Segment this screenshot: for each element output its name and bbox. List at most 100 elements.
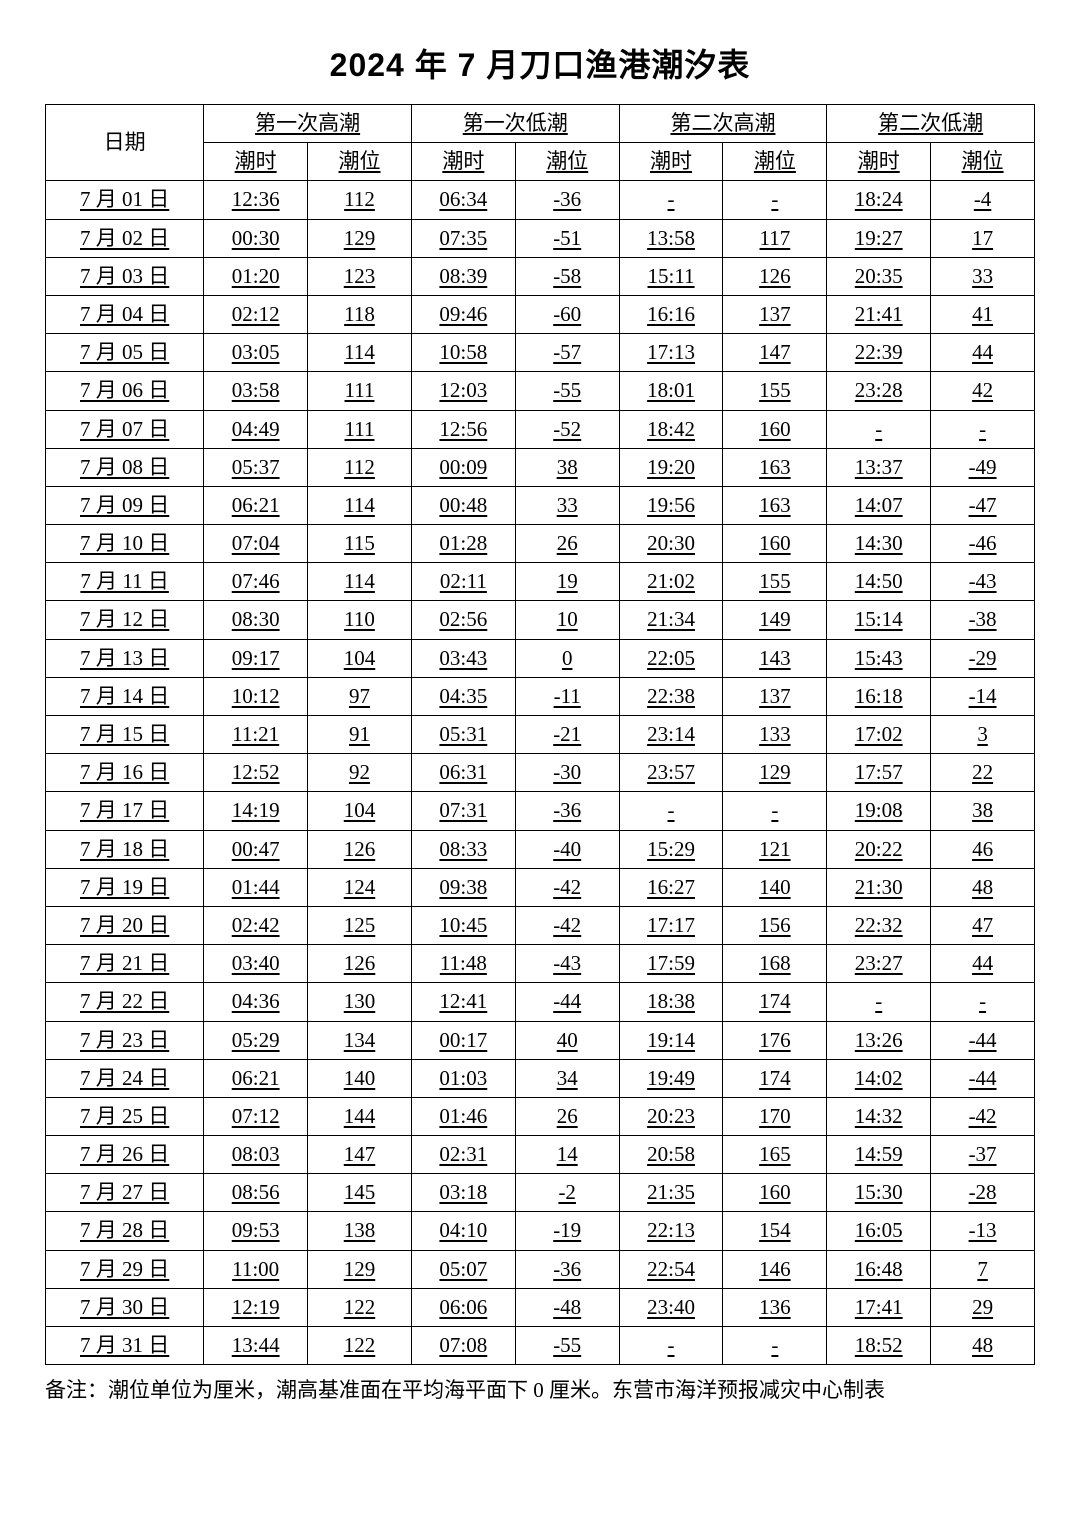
cell-l1t: 06:06 <box>411 1288 515 1326</box>
cell-h1l: 129 <box>308 1250 412 1288</box>
table-row: 7 月 21 日03:4012611:48-4317:5916823:2744 <box>46 945 1035 983</box>
cell-l1t: 07:08 <box>411 1327 515 1365</box>
cell-h2l: 129 <box>723 754 827 792</box>
cell-h2l: 163 <box>723 448 827 486</box>
cell-l2l: 48 <box>931 868 1035 906</box>
cell-h1t: 04:49 <box>204 410 308 448</box>
cell-date: 7 月 21 日 <box>46 945 204 983</box>
cell-l1l: -48 <box>515 1288 619 1326</box>
cell-h1l: 114 <box>308 334 412 372</box>
cell-h2l: 163 <box>723 486 827 524</box>
cell-h2l: 147 <box>723 334 827 372</box>
cell-date: 7 月 27 日 <box>46 1174 204 1212</box>
cell-h2l: 137 <box>723 677 827 715</box>
cell-l1l: -60 <box>515 295 619 333</box>
cell-l2t: 20:35 <box>827 257 931 295</box>
cell-l1l: 14 <box>515 1136 619 1174</box>
cell-l1l: -42 <box>515 906 619 944</box>
cell-l1l: -19 <box>515 1212 619 1250</box>
cell-l1t: 06:34 <box>411 181 515 219</box>
cell-l1t: 04:10 <box>411 1212 515 1250</box>
cell-l2l: 48 <box>931 1327 1035 1365</box>
cell-h1t: 10:12 <box>204 677 308 715</box>
cell-h2t: 16:27 <box>619 868 723 906</box>
cell-h2t: 13:58 <box>619 219 723 257</box>
cell-date: 7 月 16 日 <box>46 754 204 792</box>
cell-l2l: -37 <box>931 1136 1035 1174</box>
cell-date: 7 月 26 日 <box>46 1136 204 1174</box>
cell-l1t: 10:45 <box>411 906 515 944</box>
cell-l2l: -46 <box>931 525 1035 563</box>
cell-h1l: 145 <box>308 1174 412 1212</box>
cell-l2t: 17:02 <box>827 716 931 754</box>
cell-h1t: 12:19 <box>204 1288 308 1326</box>
col-sub-time: 潮时 <box>204 143 308 181</box>
table-row: 7 月 19 日01:4412409:38-4216:2714021:3048 <box>46 868 1035 906</box>
cell-h1l: 125 <box>308 906 412 944</box>
cell-l2l: 46 <box>931 830 1035 868</box>
cell-l2t: 22:32 <box>827 906 931 944</box>
table-row: 7 月 05 日03:0511410:58-5717:1314722:3944 <box>46 334 1035 372</box>
col-sub-level: 潮位 <box>723 143 827 181</box>
cell-h1l: 115 <box>308 525 412 563</box>
cell-l2l: - <box>931 983 1035 1021</box>
cell-l1t: 03:18 <box>411 1174 515 1212</box>
cell-h1l: 111 <box>308 410 412 448</box>
cell-h1t: 03:58 <box>204 372 308 410</box>
cell-l2t: 14:32 <box>827 1097 931 1135</box>
cell-h2t: 19:14 <box>619 1021 723 1059</box>
cell-h1l: 118 <box>308 295 412 333</box>
cell-l1t: 11:48 <box>411 945 515 983</box>
col-group-0: 第一次高潮 <box>204 105 412 143</box>
cell-l1t: 03:43 <box>411 639 515 677</box>
cell-date: 7 月 04 日 <box>46 295 204 333</box>
cell-l2l: 22 <box>931 754 1035 792</box>
cell-h2t: 21:34 <box>619 601 723 639</box>
cell-h1l: 104 <box>308 792 412 830</box>
cell-l2t: 18:52 <box>827 1327 931 1365</box>
table-head: 日期 第一次高潮 第一次低潮 第二次高潮 第二次低潮 潮时 潮位 潮时 潮位 潮… <box>46 105 1035 181</box>
cell-l2l: - <box>931 410 1035 448</box>
cell-l1t: 01:03 <box>411 1059 515 1097</box>
cell-h2l: - <box>723 792 827 830</box>
cell-h1l: 122 <box>308 1288 412 1326</box>
cell-h1t: 09:17 <box>204 639 308 677</box>
cell-h1t: 01:20 <box>204 257 308 295</box>
cell-h2l: 174 <box>723 1059 827 1097</box>
cell-h2t: 22:13 <box>619 1212 723 1250</box>
cell-h1t: 05:37 <box>204 448 308 486</box>
cell-l1t: 00:48 <box>411 486 515 524</box>
cell-l1l: -52 <box>515 410 619 448</box>
cell-l2l: 38 <box>931 792 1035 830</box>
cell-h1l: 138 <box>308 1212 412 1250</box>
cell-date: 7 月 10 日 <box>46 525 204 563</box>
cell-h2l: 174 <box>723 983 827 1021</box>
table-row: 7 月 14 日10:129704:35-1122:3813716:18-14 <box>46 677 1035 715</box>
cell-h1l: 97 <box>308 677 412 715</box>
cell-date: 7 月 03 日 <box>46 257 204 295</box>
col-group-1: 第一次低潮 <box>411 105 619 143</box>
table-row: 7 月 12 日08:3011002:561021:3414915:14-38 <box>46 601 1035 639</box>
cell-l1t: 02:56 <box>411 601 515 639</box>
cell-h1l: 144 <box>308 1097 412 1135</box>
cell-l2t: 13:37 <box>827 448 931 486</box>
cell-l2l: -13 <box>931 1212 1035 1250</box>
cell-date: 7 月 25 日 <box>46 1097 204 1135</box>
cell-h2t: 15:11 <box>619 257 723 295</box>
cell-h1l: 126 <box>308 830 412 868</box>
cell-h2l: 149 <box>723 601 827 639</box>
page-title: 2024 年 7 月刀口渔港潮汐表 <box>45 40 1035 86</box>
cell-h2l: 133 <box>723 716 827 754</box>
table-row: 7 月 07 日04:4911112:56-5218:42160-- <box>46 410 1035 448</box>
col-sub-level: 潮位 <box>515 143 619 181</box>
cell-l1l: 40 <box>515 1021 619 1059</box>
cell-h2t: 17:59 <box>619 945 723 983</box>
cell-h2t: 16:16 <box>619 295 723 333</box>
cell-h1l: 104 <box>308 639 412 677</box>
cell-h1l: 134 <box>308 1021 412 1059</box>
cell-l1l: -57 <box>515 334 619 372</box>
cell-h2t: - <box>619 181 723 219</box>
cell-l1l: -42 <box>515 868 619 906</box>
cell-h1l: 92 <box>308 754 412 792</box>
cell-l2l: 29 <box>931 1288 1035 1326</box>
